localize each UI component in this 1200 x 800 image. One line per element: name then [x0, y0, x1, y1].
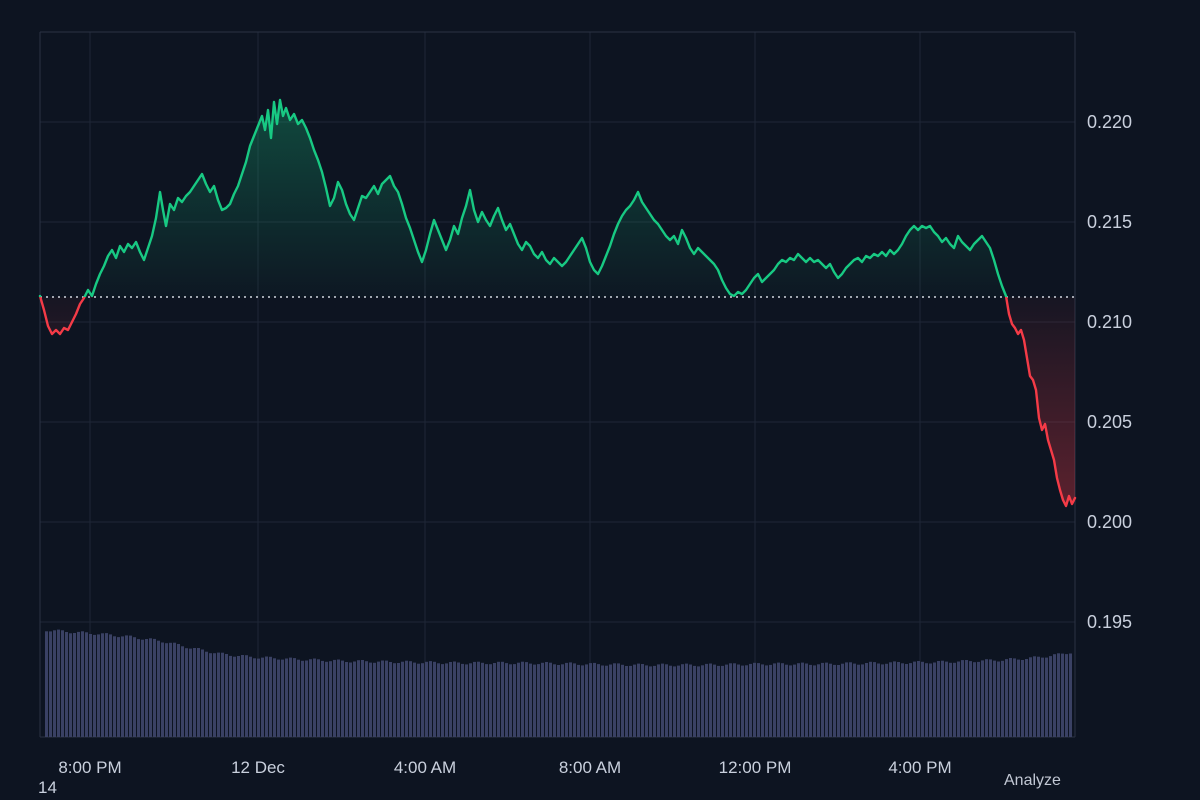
y-axis-label: 0.205	[1087, 412, 1132, 432]
grid-lines	[40, 32, 1075, 737]
x-axis-label: 12:00 PM	[719, 758, 792, 777]
y-axis-label: 0.215	[1087, 212, 1132, 232]
y-axis-labels: 0.220 0.215 0.210 0.205 0.200 0.195	[1087, 112, 1132, 632]
x-axis-label: 4:00 AM	[394, 758, 456, 777]
x-axis-label: 4:00 PM	[888, 758, 951, 777]
y-axis-label: 0.220	[1087, 112, 1132, 132]
price-area-up	[40, 100, 1075, 297]
analyze-link[interactable]: Analyze	[1004, 772, 1061, 789]
x-axis-label: 8:00 AM	[559, 758, 621, 777]
price-line-up	[38, 98, 1008, 297]
x-axis-label: 8:00 PM	[58, 758, 121, 777]
volume-bars	[45, 629, 1072, 737]
y-axis-label: 0.195	[1087, 612, 1132, 632]
x-axis-labels: 8:00 PM 12 Dec 4:00 AM 8:00 AM 12:00 PM 4:00 …	[58, 758, 951, 777]
x-axis-label: 12 Dec	[231, 758, 285, 777]
y-axis-label: 0.210	[1087, 312, 1132, 332]
y-axis-label: 0.200	[1087, 512, 1132, 532]
date-label: 14	[38, 778, 57, 797]
